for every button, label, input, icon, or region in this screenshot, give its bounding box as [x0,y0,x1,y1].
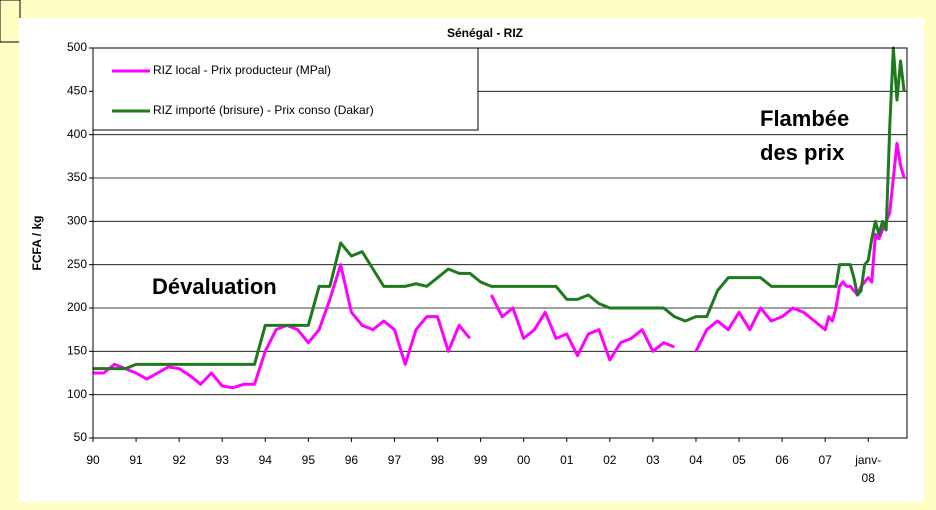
legend-label: RIZ local - Prix producteur (MPal) [153,63,331,77]
y-axis-label: FCFA / kg [30,216,44,271]
x-tick-label: janv-08 [855,453,882,485]
x-tick-label: 94 [258,453,272,467]
legend-box [92,47,479,131]
y-tick-label: 250 [67,257,87,271]
x-tick-label: 99 [473,453,488,467]
x-tick-label: 02 [603,453,617,467]
legend-label: RIZ importé (brisure) - Prix conso (Daka… [153,103,374,117]
x-tick-label: 93 [215,453,229,467]
series-line [490,294,675,362]
y-tick-label: 300 [67,214,87,228]
y-tick-label: 150 [67,344,87,358]
x-tick-label: 00 [517,453,531,467]
annotation: Dévaluation [152,274,277,299]
x-tick-label: 04 [689,453,703,467]
y-tick-label: 500 [67,40,87,54]
series-line [93,46,906,371]
y-tick-label: 450 [67,84,87,98]
x-tick-label: 06 [775,453,789,467]
y-tick-label: 200 [67,300,87,314]
x-tick-label: 97 [387,453,402,467]
corner-box [0,0,21,43]
x-tick-label: 92 [172,453,186,467]
x-tick-label: 03 [646,453,660,467]
x-tick-label: 98 [430,453,445,467]
y-tick-label: 350 [67,170,87,184]
annotation: des prix [760,140,845,165]
chart-title: Sénégal - RIZ [447,26,523,40]
annotation: Flambée [760,106,849,131]
series-line [93,263,472,390]
x-tick-label: 96 [344,453,359,467]
y-tick-label: 100 [67,387,87,401]
x-tick-label: 90 [86,453,100,467]
x-tick-label: 01 [560,453,574,467]
x-tick-label: 05 [732,453,746,467]
y-tick-label: 400 [67,127,87,141]
x-tick-label: 91 [129,453,143,467]
y-tick-label: 50 [74,430,88,444]
x-tick-label: 95 [301,453,316,467]
x-tick-label: 07 [818,453,832,467]
plot-frame [92,47,908,439]
